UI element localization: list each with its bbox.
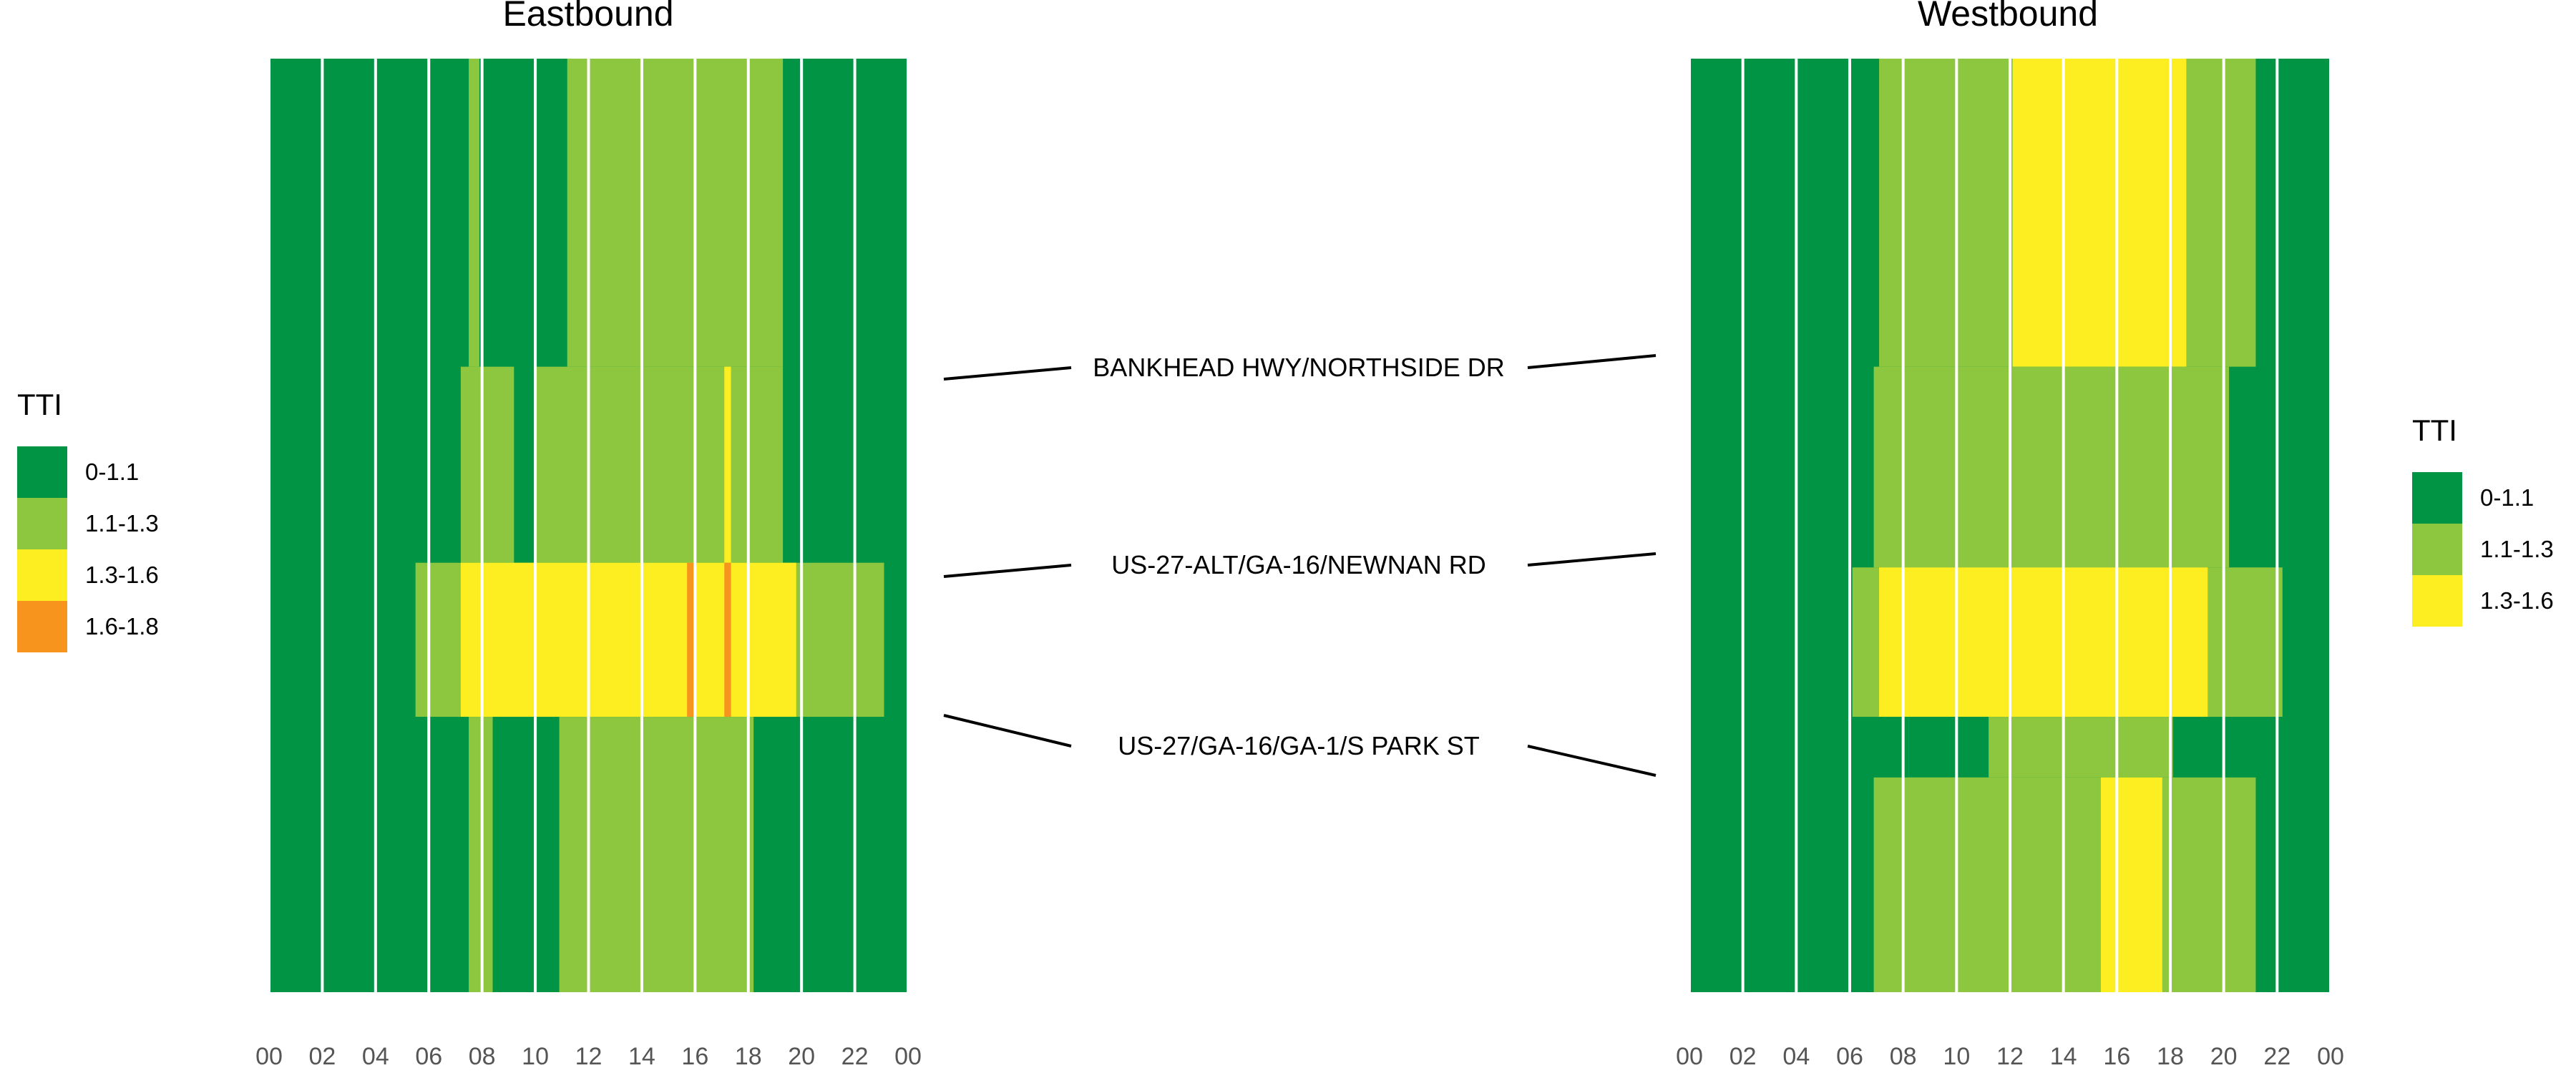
legend-title-eastbound: TTI [17,388,62,421]
legends: TTI 0-1.1 1.1-1.3 1.3-1.6 1.6-1.8 TTI 0-1.1 1.1… [17,388,2554,652]
legend-swatch-eastbound-0 [17,446,67,498]
panel-titles: Eastbound Westbound [502,0,2098,34]
x-tick-label-eastbound-9: 18 [735,1043,762,1070]
heatmap-cell-eastbound-8 [687,562,694,717]
x-tick-label-eastbound-7: 14 [628,1043,655,1070]
x-tick-label-westbound-0: 00 [1676,1043,1703,1070]
segment-leader-right-1 [1527,552,1657,567]
segment-leader-left-2 [943,714,1072,748]
x-tick-label-eastbound-3: 06 [415,1043,442,1070]
panel-title-eastbound: Eastbound [502,0,673,34]
heatmap-cell-eastbound-4 [535,366,784,563]
hour-gridlines [268,59,2332,992]
x-tick-label-eastbound-2: 04 [362,1043,389,1070]
panel-title-westbound: Westbound [1918,0,2098,34]
heatmap-cell-westbound-7 [1908,717,1989,778]
x-tick-label-westbound-4: 08 [1890,1043,1917,1070]
heatmap-cell-westbound-5 [1879,567,2208,717]
segment-leader-right-0 [1527,354,1657,369]
legend-label-westbound-2: 1.3-1.6 [2480,587,2554,614]
x-tick-label-eastbound-0: 00 [255,1043,283,1070]
x-tick-label-eastbound-11: 22 [841,1043,869,1070]
heatmap-cell-eastbound-7 [460,562,796,717]
legend-label-eastbound-3: 1.6-1.8 [85,613,159,640]
legend-label-westbound-0: 0-1.1 [2480,484,2534,511]
x-tick-label-westbound-7: 14 [2050,1043,2077,1070]
heatmap-cell-westbound-9 [2100,777,2162,992]
legend-swatch-westbound-1 [2412,524,2462,575]
heatmap-cell-eastbound-1 [469,59,479,367]
heatmap-cell-westbound-3 [1873,366,2230,568]
x-tick-label-westbound-12: 00 [2317,1043,2344,1070]
x-tick-label-eastbound-4: 08 [469,1043,496,1070]
segment-label-0: BANKHEAD HWY/NORTHSIDE DR [1093,353,1504,382]
x-tick-label-eastbound-8: 16 [681,1043,708,1070]
x-tick-label-westbound-2: 04 [1782,1043,1810,1070]
legend-label-westbound-1: 1.1-1.3 [2480,536,2554,562]
legend-label-eastbound-0: 0-1.1 [85,459,139,485]
legend-title-westbound: TTI [2412,413,2457,447]
segment-label-1: US-27-ALT/GA-16/NEWNAN RD [1111,550,1485,579]
x-tick-label-westbound-6: 12 [1996,1043,2024,1070]
heatmap-cell-westbound-2 [2012,59,2187,367]
legend-swatch-eastbound-1 [17,498,67,549]
x-tick-label-westbound-8: 16 [2103,1043,2130,1070]
heatmap-cells [269,59,2331,992]
legend-swatch-eastbound-2 [17,549,67,601]
x-tick-label-eastbound-10: 20 [788,1043,815,1070]
heatmap-cell-eastbound-9 [724,562,731,717]
heatmap-cell-eastbound-11 [559,717,754,992]
heatmap-cell-eastbound-3 [460,366,514,563]
legend-label-eastbound-1: 1.1-1.3 [85,510,159,536]
segment-leader-left-1 [943,564,1072,578]
segment-label-2: US-27/GA-16/GA-1/S PARK ST [1118,731,1480,760]
x-tick-label-westbound-3: 06 [1836,1043,1863,1070]
x-tick-label-eastbound-5: 10 [522,1043,549,1070]
segment-labels: BANKHEAD HWY/NORTHSIDE DR US-27-ALT/GA-16… [943,353,1657,777]
segment-leader-left-0 [943,366,1072,381]
heatmap-cell-eastbound-5 [724,366,731,563]
legend-swatch-westbound-2 [2412,575,2462,627]
legend-swatch-eastbound-3 [17,601,67,652]
x-tick-label-westbound-9: 18 [2157,1043,2184,1070]
x-tick-labels: 00 02 04 06 08 10 12 14 16 18 20 22 00 00 02 04 06 08 10 12… [255,1043,2344,1070]
x-tick-label-westbound-5: 10 [1943,1043,1970,1070]
legend-swatch-westbound-0 [2412,472,2462,524]
x-tick-label-eastbound-1: 02 [309,1043,336,1070]
heatmap-cell-eastbound-2 [567,59,784,367]
segment-leader-right-2 [1527,745,1657,777]
x-tick-label-eastbound-12: 00 [894,1043,922,1070]
legend-label-eastbound-2: 1.3-1.6 [85,562,159,588]
x-tick-label-eastbound-6: 12 [575,1043,602,1070]
x-tick-label-westbound-10: 20 [2210,1043,2238,1070]
x-tick-label-westbound-1: 02 [1729,1043,1757,1070]
x-tick-label-westbound-11: 22 [2263,1043,2290,1070]
